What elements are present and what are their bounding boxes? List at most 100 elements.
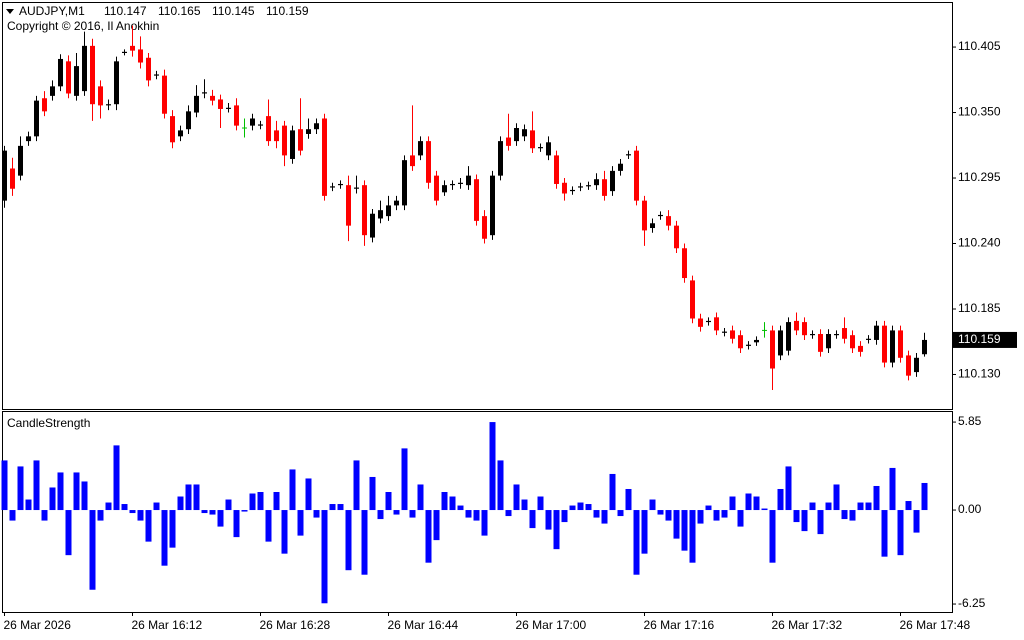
indicator-bar <box>457 505 464 511</box>
indicator-bar <box>393 510 400 515</box>
candle-body <box>290 130 295 159</box>
candle-body <box>586 185 591 187</box>
candle-body <box>746 344 751 346</box>
price-tag-label: 110.159 <box>958 332 1001 346</box>
candle-body <box>370 213 375 238</box>
indicator-bar <box>473 510 480 521</box>
candle-body <box>666 216 671 226</box>
candle-body <box>90 45 95 105</box>
symbol: AUDJPY,M1 <box>19 4 85 18</box>
indicator-bar <box>881 510 888 557</box>
indicator-bar <box>41 510 48 521</box>
candle-body <box>922 339 927 355</box>
candle-body <box>194 95 199 113</box>
indicator-bar <box>337 504 344 511</box>
indicator-bar <box>665 510 672 521</box>
y-tick-label: 110.185 <box>958 301 1001 315</box>
main-panel <box>2 2 953 410</box>
indicator-bar <box>433 510 440 541</box>
indicator-bar <box>617 510 624 517</box>
candle-body <box>690 280 695 319</box>
indicator-panel <box>2 411 953 613</box>
candle-body <box>874 325 879 340</box>
indicator-bar <box>673 510 680 539</box>
candle-body <box>210 95 215 101</box>
indicator-bar <box>313 510 320 518</box>
candle-body <box>770 330 775 369</box>
candle-body <box>482 216 487 239</box>
indicator-bar <box>449 496 456 511</box>
candle-body <box>634 150 639 201</box>
candle-body <box>794 320 799 331</box>
candle-body <box>234 105 239 126</box>
candle-body <box>282 125 287 156</box>
candle-body <box>642 200 647 231</box>
candle-body <box>18 145 23 176</box>
indicator-bar <box>721 510 728 518</box>
indicator-bar <box>225 499 232 511</box>
candle-body <box>682 248 687 279</box>
indicator-bar <box>377 510 384 520</box>
candle-body <box>58 58 63 87</box>
y-tick-label: 110.295 <box>958 170 1001 184</box>
candle-body <box>130 45 135 51</box>
indicator-bar <box>49 487 56 511</box>
candle-body <box>722 331 727 333</box>
candle-body <box>442 185 447 193</box>
candle-body <box>458 182 463 184</box>
candle-body <box>786 322 791 351</box>
candle-body <box>554 155 559 184</box>
candle-body <box>2 150 7 201</box>
candle-body <box>186 111 191 130</box>
indicator-bar <box>385 492 392 511</box>
candle-body <box>266 116 271 142</box>
candle-body <box>362 185 367 236</box>
candle-body <box>202 92 207 94</box>
candle-body <box>338 183 343 186</box>
indicator-bar <box>761 508 768 511</box>
indicator-bar <box>529 510 536 529</box>
candle-body <box>330 186 335 188</box>
indicator-bar <box>145 510 152 542</box>
candle-body <box>810 333 815 336</box>
indicator-bar <box>601 510 608 524</box>
candle-body <box>754 339 759 343</box>
indicator-bar <box>441 492 448 511</box>
indicator-bar <box>545 510 552 530</box>
indicator-bar <box>489 422 496 511</box>
header-close: 110.159 <box>266 4 309 18</box>
candle-body <box>530 130 535 149</box>
y-tick-label: 110.405 <box>958 39 1001 53</box>
indicator-bar <box>105 502 112 511</box>
indicator-bar <box>793 510 800 523</box>
indicator-bar <box>713 510 720 521</box>
candle-body <box>354 187 359 189</box>
chart-header: AUDJPY,M1 110.147 110.165 110.145 110.15… <box>19 4 309 18</box>
indicator-bar <box>209 510 216 515</box>
indicator-bar <box>921 482 928 511</box>
indicator-bar <box>481 510 488 536</box>
candle-body <box>882 325 887 363</box>
candle-body <box>394 200 399 206</box>
indicator-bar <box>697 510 704 524</box>
indicator-bar <box>201 510 208 514</box>
indicator-bar <box>321 510 328 604</box>
indicator-bar <box>873 485 880 511</box>
candle-body <box>114 61 119 105</box>
indicator-bar <box>57 472 64 511</box>
indicator-bar <box>769 510 776 563</box>
candle-body <box>914 357 919 373</box>
indicator-bar <box>825 502 832 511</box>
candle-body <box>170 116 175 143</box>
candle-body <box>50 86 55 96</box>
indicator-bar <box>185 484 192 511</box>
y-tick-label: 0.00 <box>958 502 982 516</box>
candle-body <box>410 155 415 167</box>
candle-body <box>258 124 263 126</box>
candle-body <box>138 49 143 63</box>
indicator-bar <box>649 499 656 511</box>
x-tick-label: 26 Mar 17:48 <box>900 618 971 632</box>
candle-body <box>106 104 111 106</box>
candle-body <box>730 330 735 339</box>
